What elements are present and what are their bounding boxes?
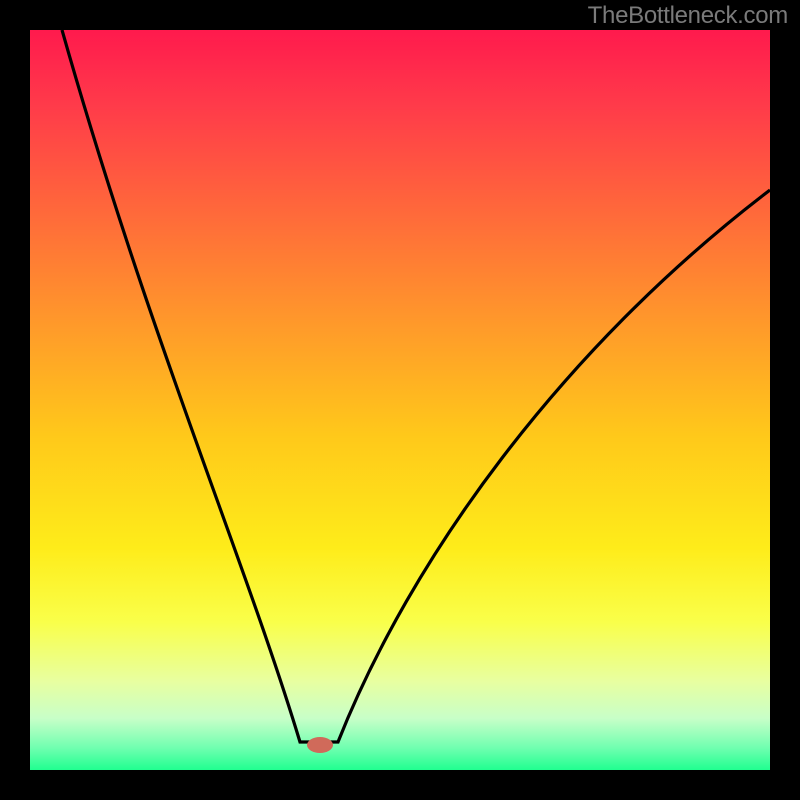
chart-container: TheBottleneck.com: [0, 0, 800, 800]
bottleneck-chart: [0, 0, 800, 800]
watermark-text: TheBottleneck.com: [588, 2, 788, 30]
gradient-background: [30, 30, 770, 770]
optimal-point-marker: [307, 737, 333, 753]
